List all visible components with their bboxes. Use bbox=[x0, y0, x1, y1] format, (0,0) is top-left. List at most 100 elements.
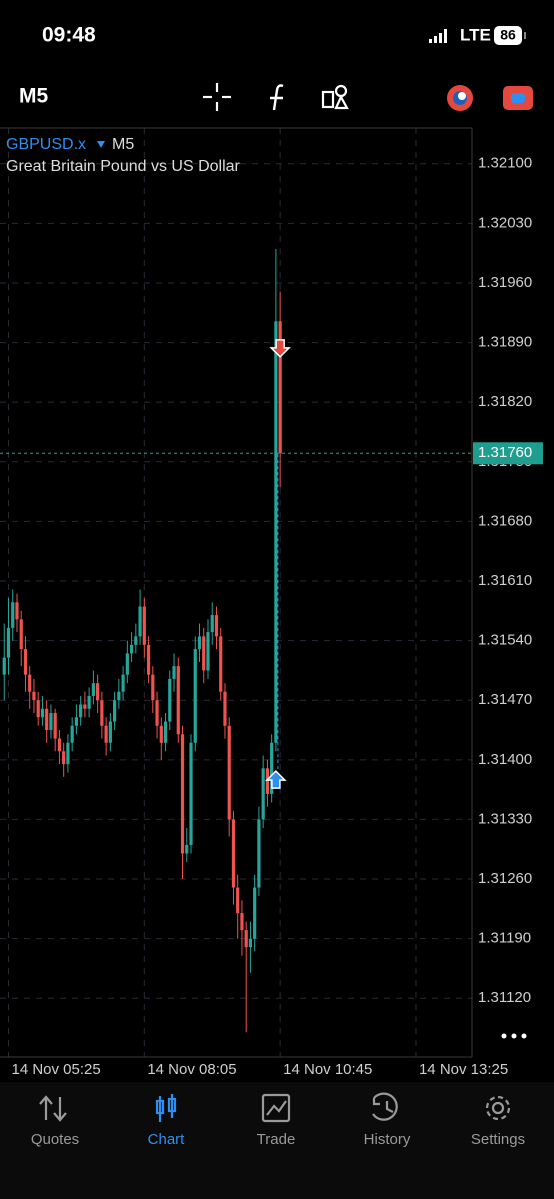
x-tick-label: 14 Nov 10:45 bbox=[283, 1061, 372, 1078]
plot-area bbox=[0, 128, 472, 1057]
x-tick-label: 14 Nov 05:25 bbox=[11, 1061, 100, 1078]
candle-body bbox=[121, 674, 125, 692]
candle-body bbox=[189, 742, 193, 845]
timeframe-button[interactable]: M5 bbox=[19, 85, 48, 108]
candle-body bbox=[197, 636, 202, 650]
candle-body bbox=[274, 321, 278, 743]
candle-body bbox=[244, 930, 248, 948]
tab-label[interactable]: History bbox=[364, 1131, 411, 1148]
candle-body bbox=[185, 844, 189, 854]
candle-body bbox=[66, 742, 70, 765]
y-tick-label: 1.31610 bbox=[478, 572, 532, 589]
tab-label[interactable]: Settings bbox=[471, 1131, 525, 1148]
settings-icon[interactable] bbox=[485, 1095, 511, 1121]
candle-body bbox=[91, 683, 95, 696]
y-tick-label: 1.31470 bbox=[478, 691, 532, 708]
candle-body bbox=[104, 725, 108, 743]
symbol-description: Great Britain Pound vs US Dollar bbox=[6, 158, 241, 175]
candle-body bbox=[278, 321, 282, 454]
candle-body bbox=[163, 721, 168, 743]
trade-marker bbox=[269, 339, 291, 358]
candle-body bbox=[96, 683, 100, 701]
candle-body bbox=[15, 602, 19, 620]
quotes-icon[interactable] bbox=[39, 1095, 67, 1122]
candle-body bbox=[36, 700, 40, 718]
candle-body bbox=[261, 768, 265, 820]
objects-button[interactable] bbox=[321, 84, 349, 110]
history-icon[interactable] bbox=[372, 1092, 398, 1121]
candle-body bbox=[142, 606, 146, 645]
candle-body bbox=[45, 708, 49, 731]
y-tick-label: 1.31540 bbox=[478, 632, 532, 649]
tab-label[interactable]: Trade bbox=[257, 1131, 296, 1148]
chart-icon[interactable] bbox=[155, 1094, 177, 1122]
y-tick-label: 1.31890 bbox=[478, 334, 532, 351]
candle-body bbox=[134, 636, 138, 645]
chart-timeframe: M5 bbox=[112, 136, 134, 153]
candle-body bbox=[168, 678, 172, 722]
candle-body bbox=[49, 712, 53, 731]
candle-body bbox=[240, 913, 244, 931]
candle-body bbox=[214, 615, 219, 637]
candle-body bbox=[70, 725, 74, 743]
candle-body bbox=[108, 721, 112, 743]
candle-body bbox=[2, 657, 6, 675]
y-tick-label: 1.31820 bbox=[478, 393, 532, 410]
symbol[interactable]: GBPUSD.x bbox=[6, 136, 86, 153]
indicators-button[interactable] bbox=[270, 84, 284, 111]
symbol-dropdown[interactable] bbox=[97, 141, 105, 148]
candle-body bbox=[138, 606, 142, 637]
status-network: LTE bbox=[460, 25, 491, 44]
candle-body bbox=[53, 712, 57, 739]
candle-body bbox=[223, 691, 227, 726]
x-tick-label: 14 Nov 08:05 bbox=[147, 1061, 236, 1078]
candle-body bbox=[257, 819, 261, 888]
tab-bar bbox=[0, 1082, 554, 1199]
more-button[interactable] bbox=[501, 1033, 527, 1039]
candle-body bbox=[83, 704, 87, 709]
y-tick-label: 1.31330 bbox=[478, 810, 532, 827]
one-click-trading-button[interactable] bbox=[503, 86, 533, 110]
battery-level: 86 bbox=[500, 27, 516, 43]
trade-icon[interactable] bbox=[261, 1093, 291, 1123]
chart bbox=[0, 128, 472, 1057]
candle-body bbox=[236, 887, 240, 914]
candle-body bbox=[74, 717, 79, 726]
trading-signals-button[interactable] bbox=[447, 85, 473, 111]
candle-body bbox=[206, 632, 210, 671]
candle-body bbox=[28, 674, 32, 692]
candle-body bbox=[146, 644, 151, 675]
candle-body bbox=[193, 649, 197, 743]
tab-label[interactable]: Chart bbox=[148, 1131, 186, 1148]
tab-label[interactable]: Quotes bbox=[31, 1131, 79, 1148]
x-tick-label: 14 Nov 13:25 bbox=[419, 1061, 508, 1078]
y-tick-label: 1.31960 bbox=[478, 274, 532, 291]
trade-marker bbox=[265, 770, 287, 789]
y-tick-label: 1.31260 bbox=[478, 870, 532, 887]
candle-body bbox=[159, 725, 163, 743]
candle-body bbox=[227, 725, 231, 820]
candle-body bbox=[11, 602, 15, 628]
candle-body bbox=[40, 708, 45, 718]
y-tick-label: 1.32100 bbox=[478, 155, 532, 172]
candle-body bbox=[248, 938, 253, 948]
candle-body bbox=[87, 695, 91, 709]
signal-icon bbox=[429, 29, 447, 43]
candle-body bbox=[113, 700, 117, 722]
candle-body bbox=[19, 619, 23, 650]
status-time: 09:48 bbox=[42, 24, 96, 47]
candle-body bbox=[62, 751, 66, 765]
candle-body bbox=[117, 691, 121, 701]
y-tick-label: 1.31680 bbox=[478, 512, 532, 529]
crosshair-button[interactable] bbox=[203, 83, 231, 111]
candle-body bbox=[231, 819, 236, 888]
current-price-label: 1.31760 bbox=[478, 444, 532, 461]
y-tick-label: 1.31120 bbox=[478, 989, 531, 1006]
candle-body bbox=[155, 700, 159, 726]
candle-body bbox=[23, 649, 28, 675]
candle-body bbox=[151, 674, 155, 701]
candle-body bbox=[176, 666, 180, 735]
candle-body bbox=[57, 738, 62, 752]
candle-body bbox=[32, 691, 36, 701]
candle-body bbox=[100, 700, 104, 726]
